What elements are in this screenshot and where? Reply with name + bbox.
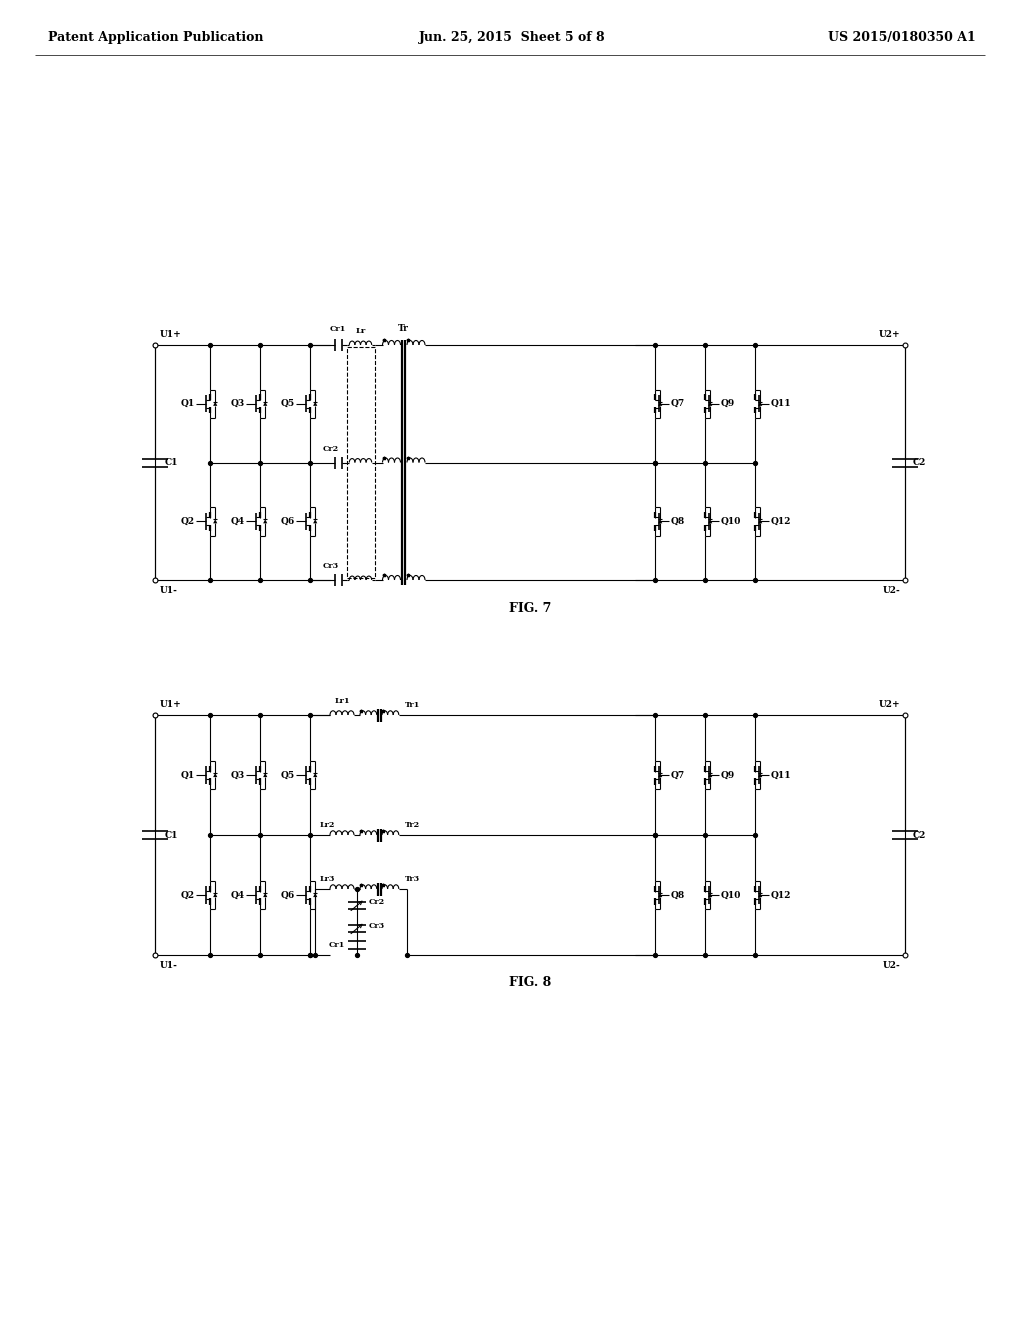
Polygon shape [758,519,762,523]
Polygon shape [758,401,762,405]
Polygon shape [758,892,762,898]
Text: Q9: Q9 [720,399,734,408]
Text: U2+: U2+ [879,330,900,339]
Text: U2-: U2- [883,961,900,970]
Text: Q6: Q6 [281,516,295,525]
Text: Q2: Q2 [180,516,195,525]
Polygon shape [658,401,663,405]
Text: U2+: U2+ [879,700,900,709]
Text: Q11: Q11 [770,771,791,780]
Text: Lr1: Lr1 [334,697,350,705]
Polygon shape [213,774,217,777]
Text: Tr2: Tr2 [404,821,420,829]
Text: Q7: Q7 [670,399,684,408]
Text: Q10: Q10 [720,891,740,899]
Text: Cr2: Cr2 [323,445,339,453]
Text: Cr2: Cr2 [369,899,385,907]
Text: Q1: Q1 [180,399,195,408]
Text: Q12: Q12 [770,516,791,525]
Polygon shape [758,774,762,777]
Text: Tr: Tr [398,323,410,333]
Text: Q7: Q7 [670,771,684,780]
Text: Q5: Q5 [281,399,295,408]
Text: Lr3: Lr3 [319,875,336,883]
Text: Q12: Q12 [770,891,791,899]
Polygon shape [263,892,267,898]
Text: Cr1: Cr1 [329,941,345,949]
Polygon shape [313,401,317,405]
Text: Cr3: Cr3 [369,921,385,929]
Polygon shape [658,892,663,898]
Text: Q4: Q4 [230,891,245,899]
Polygon shape [658,519,663,523]
Text: Q9: Q9 [720,771,734,780]
Polygon shape [709,519,713,523]
Text: Tr3: Tr3 [404,875,420,883]
Polygon shape [263,519,267,523]
Polygon shape [313,519,317,523]
Text: U1-: U1- [160,961,178,970]
Text: C2: C2 [913,458,927,467]
Text: Lr2: Lr2 [319,821,336,829]
Text: U1+: U1+ [160,700,181,709]
Text: Cr1: Cr1 [330,325,346,333]
Text: Patent Application Publication: Patent Application Publication [48,32,263,45]
Text: Q4: Q4 [230,516,245,525]
Text: US 2015/0180350 A1: US 2015/0180350 A1 [828,32,976,45]
Polygon shape [709,892,713,898]
Polygon shape [213,519,217,523]
Text: Q2: Q2 [180,891,195,899]
Polygon shape [263,401,267,405]
Text: Q10: Q10 [720,516,740,525]
Text: Q11: Q11 [770,399,791,408]
Text: Q3: Q3 [230,399,245,408]
Text: Q5: Q5 [281,771,295,780]
Polygon shape [213,401,217,405]
Text: Q3: Q3 [230,771,245,780]
Text: FIG. 7: FIG. 7 [509,602,551,615]
Text: U1+: U1+ [160,330,181,339]
Bar [346,347,375,578]
Polygon shape [709,401,713,405]
Text: FIG. 8: FIG. 8 [509,975,551,989]
Text: Jun. 25, 2015  Sheet 5 of 8: Jun. 25, 2015 Sheet 5 of 8 [419,32,605,45]
Polygon shape [313,774,317,777]
Text: U1-: U1- [160,586,178,595]
Text: Q1: Q1 [180,771,195,780]
Text: Cr3: Cr3 [323,562,339,570]
Text: Q8: Q8 [670,891,684,899]
Polygon shape [213,892,217,898]
Text: C2: C2 [913,830,927,840]
Text: Q6: Q6 [281,891,295,899]
Polygon shape [313,892,317,898]
Text: U2-: U2- [883,586,900,595]
Polygon shape [263,774,267,777]
Text: Tr1: Tr1 [404,701,420,709]
Text: C1: C1 [165,830,178,840]
Text: C1: C1 [165,458,178,467]
Text: Q8: Q8 [670,516,684,525]
Text: Lr: Lr [355,327,366,335]
Polygon shape [658,774,663,777]
Polygon shape [709,774,713,777]
